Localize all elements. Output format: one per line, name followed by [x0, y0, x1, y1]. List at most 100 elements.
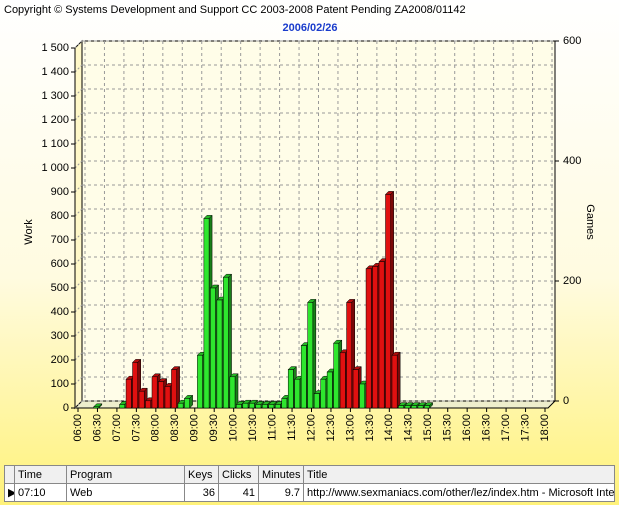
bar	[184, 398, 190, 409]
x-tick-label: 13:00	[344, 414, 356, 442]
y-tick-label: 100	[51, 378, 69, 390]
log-table: Time Program Keys Clicks Minutes Title ▶…	[4, 465, 615, 502]
y-tick-label: 300	[51, 330, 69, 342]
x-tick-label: 13:30	[364, 414, 376, 442]
y-tick-label: 800	[51, 210, 69, 222]
bar	[424, 405, 430, 409]
header-cell[interactable]: Minutes	[258, 465, 304, 484]
header-cell[interactable]: Title	[303, 465, 615, 484]
bar	[177, 402, 184, 409]
y-tick-label: 600	[51, 258, 69, 270]
bar-side	[396, 351, 401, 409]
x-tick-label: 14:30	[403, 414, 415, 442]
grid-line	[74, 400, 83, 409]
bar	[125, 378, 132, 409]
cell: 36	[184, 483, 219, 502]
bar	[378, 261, 385, 409]
x-tick-label: 15:30	[442, 414, 454, 442]
bar	[210, 287, 216, 409]
bar	[223, 276, 229, 409]
bar	[119, 404, 126, 409]
x-tick-label: 12:30	[325, 414, 337, 442]
cell: 41	[218, 483, 259, 502]
y2-axis-label: Games	[584, 204, 596, 240]
table-row[interactable]: ▶ 07:10 Web 36 41 9.7 http://www.sexmani…	[4, 483, 615, 502]
bar	[313, 393, 320, 409]
y-tick-label: 0	[63, 402, 69, 414]
grid-line	[74, 88, 83, 97]
bar	[132, 362, 138, 409]
y2-tick-label: 400	[563, 155, 581, 167]
bar-side	[312, 298, 317, 409]
grid-line	[74, 184, 83, 193]
header-cell[interactable]: Clicks	[218, 465, 259, 484]
grid-line	[74, 376, 83, 385]
grid-line	[74, 64, 83, 73]
header-cell[interactable]: Program	[66, 465, 185, 484]
bar	[216, 299, 223, 409]
x-tick-label: 08:30	[169, 414, 181, 442]
bar	[145, 400, 151, 409]
cell: 9.7	[258, 483, 304, 502]
x-tick-label: 16:30	[481, 414, 493, 442]
grid-line	[74, 232, 83, 241]
x-tick-label: 10:30	[247, 414, 259, 442]
x-tick-label: 09:30	[208, 414, 220, 442]
y-tick-label: 1 400	[41, 66, 69, 78]
y2-tick-label: 600	[563, 35, 581, 47]
bar	[164, 386, 171, 409]
grid-line	[74, 352, 83, 361]
y-tick-label: 400	[51, 306, 69, 318]
header-cell	[4, 465, 15, 484]
x-tick-label: 17:00	[500, 414, 512, 442]
row-indicator: ▶	[4, 483, 15, 502]
chart-title: 2006/02/26	[282, 22, 337, 34]
left-wall	[74, 39, 83, 410]
bar	[352, 369, 359, 409]
grid-line	[74, 328, 83, 337]
bar	[281, 398, 288, 409]
grid-line	[74, 208, 83, 217]
bar	[229, 376, 236, 409]
bar	[242, 402, 249, 409]
bar	[307, 302, 314, 409]
bar	[404, 405, 411, 409]
y-tick-label: 200	[51, 354, 69, 366]
x-tick-label: 14:00	[383, 414, 395, 442]
x-tick-label: 16:00	[461, 414, 473, 442]
header-cell[interactable]: Keys	[184, 465, 219, 484]
bar	[151, 376, 158, 409]
cell: http://www.sexmaniacs.com/other/lez/inde…	[303, 483, 615, 502]
bar	[385, 194, 391, 409]
x-tick-label: 08:00	[150, 414, 162, 442]
y-tick-label: 1 500	[41, 42, 69, 54]
bar	[333, 342, 340, 409]
y2-tick-label: 200	[563, 275, 581, 287]
grid-line	[74, 112, 83, 121]
bar	[411, 405, 417, 409]
bar	[359, 383, 365, 409]
header-cell[interactable]: Time	[14, 465, 67, 484]
bar	[138, 390, 145, 409]
y-tick-label: 1 300	[41, 90, 69, 102]
x-tick-label: 06:00	[72, 414, 84, 442]
bar	[346, 302, 353, 409]
y-tick-label: 1 200	[41, 114, 69, 126]
y-axis-label: Work	[23, 219, 35, 245]
y-tick-label: 1 000	[41, 162, 69, 174]
y-tick-label: 700	[51, 234, 69, 246]
bar	[274, 404, 281, 409]
x-tick-label: 09:00	[189, 414, 201, 442]
x-tick-label: 15:00	[422, 414, 434, 442]
grid-line	[74, 280, 83, 289]
bar	[326, 371, 333, 409]
bar	[93, 406, 100, 409]
y2-tick-label: 0	[563, 395, 569, 407]
x-tick-label: 17:30	[519, 414, 531, 442]
bar	[203, 218, 210, 409]
bar	[236, 404, 242, 409]
bar	[391, 354, 398, 409]
grid-line	[74, 136, 83, 145]
cell: Web	[66, 483, 185, 502]
bar	[398, 405, 404, 409]
